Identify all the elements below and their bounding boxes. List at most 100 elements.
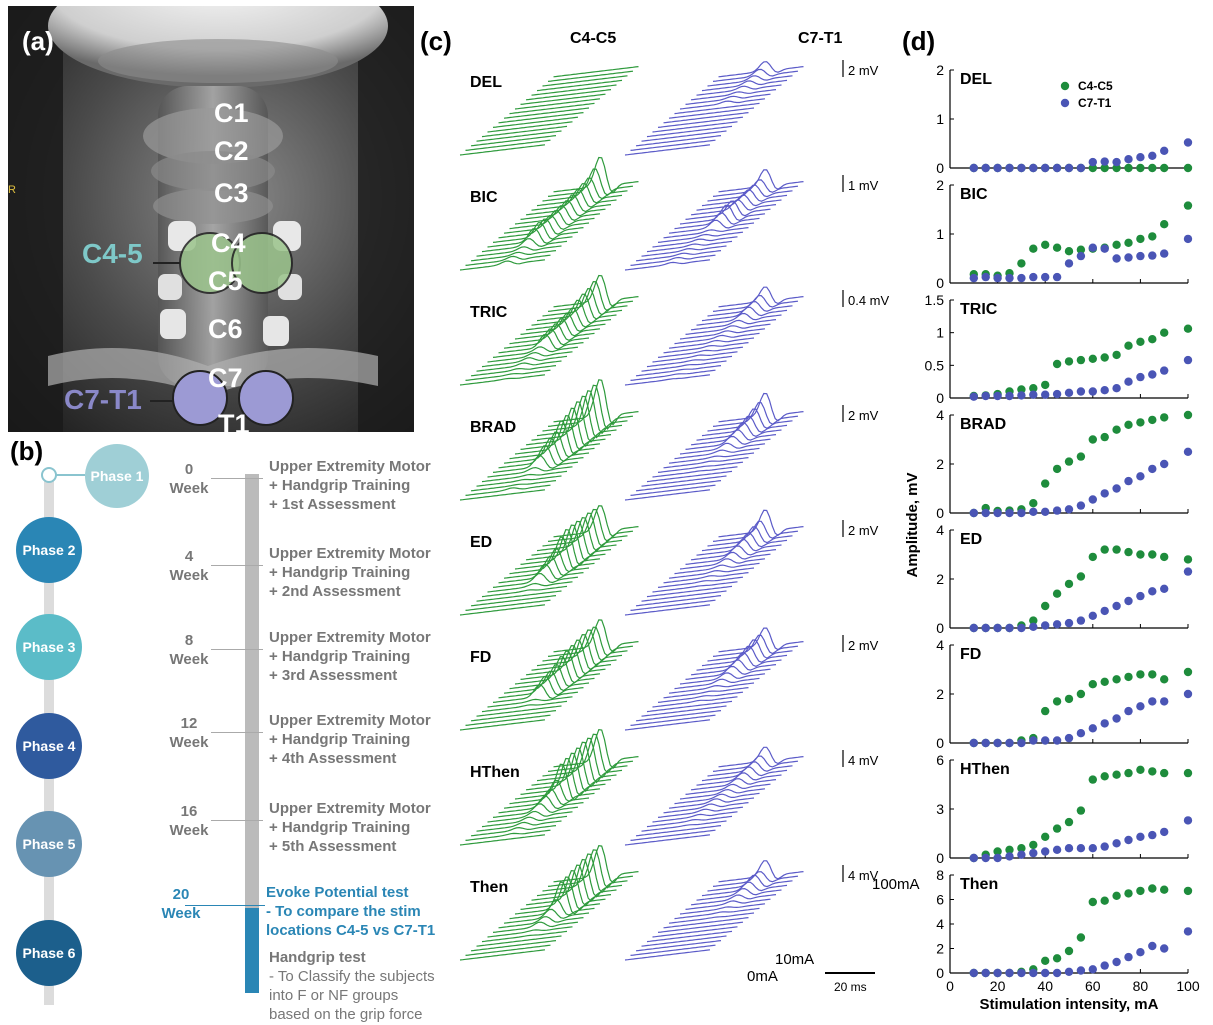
data-point bbox=[1052, 464, 1062, 474]
emg-trace bbox=[712, 402, 799, 427]
emg-trace bbox=[668, 452, 755, 464]
data-point bbox=[1183, 234, 1193, 244]
data-point bbox=[1088, 724, 1097, 733]
data-point bbox=[1160, 328, 1169, 337]
data-point bbox=[1124, 547, 1133, 557]
emg-trace bbox=[652, 581, 738, 593]
emg-trace bbox=[712, 294, 799, 312]
data-point bbox=[1076, 452, 1086, 461]
emg-trace bbox=[503, 107, 590, 119]
data-point bbox=[969, 273, 978, 283]
data-point bbox=[1148, 767, 1157, 776]
emg-trace bbox=[635, 595, 722, 607]
label-100ma: 100mA bbox=[872, 876, 920, 893]
emg-trace bbox=[492, 921, 579, 933]
data-point bbox=[1041, 163, 1050, 173]
data-point bbox=[1017, 844, 1026, 853]
vertebra-label-c2: C2 bbox=[214, 136, 249, 166]
data-point bbox=[1136, 234, 1145, 244]
emg-trace bbox=[465, 714, 551, 726]
emg-trace bbox=[690, 89, 777, 101]
emg-trace bbox=[663, 802, 749, 814]
data-point bbox=[1124, 341, 1133, 350]
data-point bbox=[1064, 259, 1074, 268]
x-tick-label: 20 bbox=[990, 978, 1006, 994]
milestone-tick bbox=[211, 478, 263, 479]
legend-label: C4-C5 bbox=[1078, 79, 1113, 93]
data-point bbox=[1160, 459, 1169, 469]
data-point bbox=[1183, 410, 1193, 420]
emg-trace bbox=[635, 825, 722, 837]
data-point bbox=[1124, 596, 1133, 606]
y-tick-label: 1 bbox=[936, 111, 944, 127]
data-point bbox=[1124, 952, 1133, 962]
data-point bbox=[1041, 736, 1050, 745]
data-point bbox=[1005, 391, 1014, 401]
data-point bbox=[1183, 555, 1193, 564]
data-point bbox=[1112, 675, 1121, 684]
emg-trace bbox=[635, 250, 722, 262]
emg-trace bbox=[520, 650, 606, 680]
emg-trace bbox=[663, 342, 749, 354]
emg-trace bbox=[657, 116, 744, 128]
data-point bbox=[969, 392, 978, 401]
emg-trace bbox=[459, 949, 546, 961]
emg-trace bbox=[624, 719, 711, 731]
data-point bbox=[1041, 847, 1050, 856]
emg-trace bbox=[696, 887, 782, 901]
emg-trace bbox=[652, 811, 738, 823]
site-label-c45: C4-5 bbox=[82, 238, 143, 269]
milestone-week-4: 12 Week bbox=[154, 714, 224, 752]
milestone-tick bbox=[211, 820, 263, 821]
data-point bbox=[1064, 946, 1074, 956]
emg-trace bbox=[514, 205, 601, 225]
week-number: 8 bbox=[184, 632, 194, 649]
data-point bbox=[993, 738, 1002, 748]
phase-5-node: Phase 5 bbox=[16, 811, 82, 877]
data-point bbox=[1183, 163, 1193, 173]
subplot-title-del: DEL bbox=[960, 71, 992, 88]
emg-trace bbox=[531, 299, 617, 326]
data-point bbox=[1088, 844, 1097, 853]
emg-trace bbox=[553, 619, 639, 653]
emg-trace bbox=[685, 783, 771, 795]
data-point bbox=[1088, 965, 1097, 974]
emg-trace bbox=[481, 930, 568, 943]
data-point bbox=[1052, 736, 1062, 745]
y-axis-label: Amplitude, mV bbox=[904, 472, 921, 577]
milestone-line: Upper Extremity Motor bbox=[269, 545, 431, 562]
data-point bbox=[1041, 968, 1050, 978]
data-point bbox=[1064, 247, 1074, 256]
emg-trace bbox=[718, 286, 804, 308]
data-point bbox=[1029, 848, 1038, 858]
data-point bbox=[1112, 714, 1121, 723]
time-scale-label: 20 ms bbox=[834, 980, 867, 994]
data-point bbox=[1029, 507, 1038, 516]
emg-trace bbox=[712, 179, 799, 197]
milestone-line: + 3rd Assessment bbox=[269, 667, 398, 684]
emg-trace bbox=[487, 581, 573, 593]
emg-trace bbox=[652, 351, 738, 363]
emg-trace bbox=[663, 457, 749, 469]
data-point bbox=[1017, 259, 1026, 268]
data-point bbox=[1148, 370, 1157, 379]
data-point bbox=[1052, 954, 1062, 963]
data-point bbox=[1064, 618, 1074, 628]
emg-trace bbox=[685, 323, 771, 335]
data-point bbox=[1076, 689, 1086, 699]
data-point bbox=[1064, 844, 1074, 853]
panel-b-label: (b) bbox=[10, 436, 44, 466]
emg-trace bbox=[707, 526, 793, 547]
data-point bbox=[1148, 550, 1157, 559]
muscle-label-bic: BIC bbox=[470, 189, 498, 206]
data-point bbox=[1112, 957, 1121, 967]
emg-trace bbox=[696, 84, 782, 96]
emg-trace bbox=[542, 390, 628, 435]
data-point bbox=[1136, 472, 1145, 481]
data-point bbox=[1112, 350, 1121, 360]
data-point bbox=[1124, 163, 1133, 173]
emg-trace bbox=[690, 319, 777, 331]
data-point bbox=[1005, 508, 1014, 518]
data-point bbox=[1124, 835, 1133, 845]
